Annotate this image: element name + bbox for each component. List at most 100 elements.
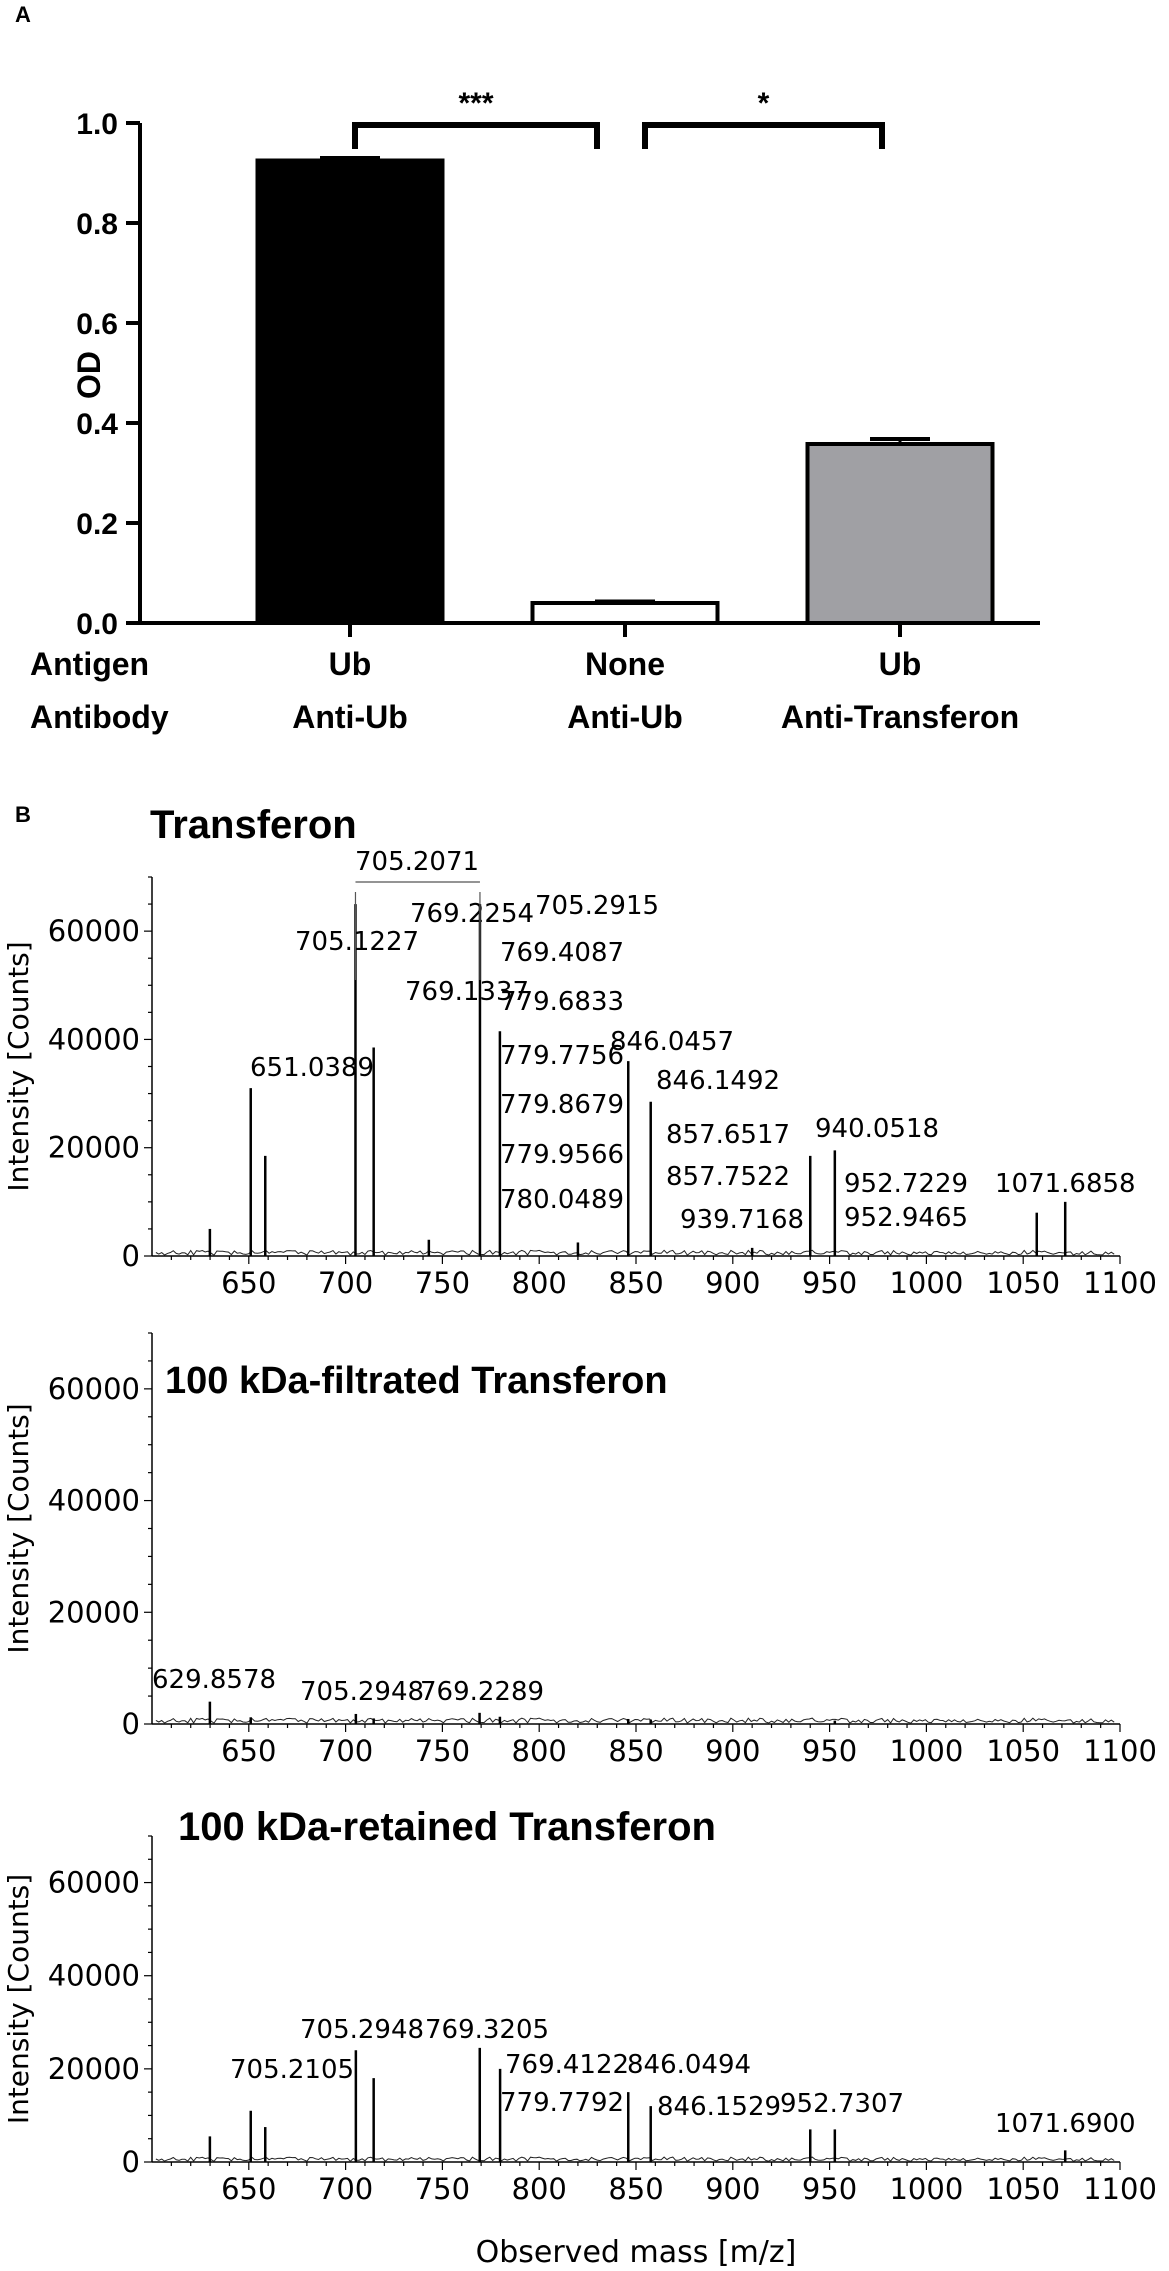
peak-annotation: 952.7229 <box>844 1169 968 1199</box>
antibody-label: Anti-Ub <box>292 699 408 735</box>
significance-bracket <box>642 122 885 149</box>
antigen-row-label: Antigen <box>30 646 149 682</box>
y-tick-label: 60000 <box>48 914 140 948</box>
y-axis-label: Intensity [Counts] <box>2 941 35 1191</box>
x-tick-label: 1050 <box>986 1266 1060 1300</box>
y-tick-label: 1.0 <box>76 108 118 141</box>
significance-brackets: *** * <box>352 87 885 149</box>
significance-label: * <box>758 87 770 120</box>
bar-group <box>255 156 995 625</box>
x-tick-label: 1100 <box>1083 1734 1157 1768</box>
x-tick-label: 1000 <box>889 1734 963 1768</box>
peak-annotation: 769.3205 <box>425 2015 549 2045</box>
peak-annotation: 857.7522 <box>666 1162 790 1192</box>
x-axis-label: Observed mass [m/z] <box>476 2235 797 2270</box>
y-tick-label: 0 <box>122 1707 140 1741</box>
peak-annotation: 769.1337 <box>405 977 529 1007</box>
x-tick-label: 900 <box>705 2172 760 2206</box>
y-tick-label: 0.4 <box>76 408 118 441</box>
bar <box>805 442 995 625</box>
antigen-label: Ub <box>879 646 922 682</box>
x-tick-label: 850 <box>608 1734 663 1768</box>
y-axis-label: Intensity [Counts] <box>2 1874 35 2124</box>
antibody-row-label: Antibody <box>30 699 169 735</box>
peak-annotation: 846.1529 <box>657 2092 781 2122</box>
peak-annotation: 940.0518 <box>815 1114 939 1144</box>
peak-annotation: 769.4087 <box>500 938 624 968</box>
y-tick-label: 40000 <box>48 1959 140 1993</box>
peak-annotation: 705.2948 <box>300 2015 424 2045</box>
spectrum-transferon: 650 700 750 800 850 900 950 1000 1050 1100 0 20000 4… <box>2 803 1157 1300</box>
peak-annotation: 779.6833 <box>500 987 624 1017</box>
peak-annotation: 1071.6858 <box>995 1169 1136 1199</box>
panel-b-label: B <box>15 802 31 827</box>
annotation-leader <box>354 892 481 980</box>
x-tick-label: 800 <box>512 1266 567 1300</box>
spectrum-title: 100 kDa-filtrated Transferon <box>165 1360 668 1402</box>
peak-annotation: 705.2105 <box>230 2055 354 2085</box>
peak-annotation: 1071.6900 <box>995 2109 1136 2139</box>
peak-annotation: 779.7756 <box>500 1041 624 1071</box>
panel-a-label: A <box>15 2 31 27</box>
bar-chart-axes: 0.0 0.2 0.4 0.6 0.8 1.0 <box>76 108 1040 641</box>
peak-annotation: 779.8679 <box>500 1090 624 1120</box>
antibody-label: Anti-Ub <box>567 699 683 735</box>
x-tick-label: 850 <box>608 1266 663 1300</box>
y-tick-label: 0.6 <box>76 308 118 341</box>
peak-annotation: 705.1227 <box>295 927 419 957</box>
y-tick-label: 60000 <box>48 1866 140 1900</box>
antigen-label: Ub <box>329 646 372 682</box>
peak-annotation: 779.7792 <box>500 2088 624 2118</box>
peak-annotation: 769.2254 <box>410 899 534 929</box>
spectrum-filtrated-transferon: 650 700 750 800 850 900 950 1000 1050 1100 0 20000 4… <box>2 1332 1157 1768</box>
y-axis-label: Intensity [Counts] <box>2 1403 35 1653</box>
x-tick-label: 750 <box>415 1266 470 1300</box>
peak-annotation: 769.4122 <box>505 2050 629 2080</box>
x-tick-label: 900 <box>705 1734 760 1768</box>
peak-annotation: 769.2289 <box>420 1677 544 1707</box>
y-tick-label: 20000 <box>48 2052 140 2086</box>
x-tick-label: 800 <box>512 1734 567 1768</box>
x-tick-label: 700 <box>318 1734 373 1768</box>
x-tick-label: 650 <box>221 1734 276 1768</box>
y-tick-label: 0.2 <box>76 508 118 541</box>
x-tick-label: 1100 <box>1083 2172 1157 2206</box>
x-tick-label: 650 <box>221 2172 276 2206</box>
spectrum-title: Transferon <box>150 803 357 847</box>
baseline-noise <box>155 1249 1115 1256</box>
peak-annotation: 939.7168 <box>680 1205 804 1235</box>
peak-annotation: 846.1492 <box>656 1066 780 1096</box>
x-tick-label: 750 <box>415 2172 470 2206</box>
x-tick-label: 1000 <box>889 2172 963 2206</box>
y-tick-label: 20000 <box>48 1131 140 1165</box>
x-tick-label: 1000 <box>889 1266 963 1300</box>
peak-annotation: 629.8578 <box>152 1665 276 1695</box>
x-tick-label: 950 <box>802 1734 857 1768</box>
peak-annotation: 857.6517 <box>666 1120 790 1150</box>
y-tick-label: 0.8 <box>76 208 118 241</box>
peak-annotation: 705.2948 <box>300 1677 424 1707</box>
x-tick-label: 950 <box>802 2172 857 2206</box>
x-tick-label: 850 <box>608 2172 663 2206</box>
peak-annotation: 952.9465 <box>844 1203 968 1233</box>
antibody-label: Anti-Transferon <box>781 699 1019 735</box>
y-tick-label: 40000 <box>48 1484 140 1518</box>
peak-annotation: 846.0457 <box>610 1027 734 1057</box>
category-labels: Ub Anti-Ub None Anti-Ub Ub Anti-Transferon <box>292 646 1019 735</box>
y-tick-label: 0 <box>122 2145 140 2179</box>
x-tick-label: 1100 <box>1083 1266 1157 1300</box>
baseline-noise <box>155 1717 1115 1724</box>
bar <box>530 601 720 625</box>
peak-annotation: 952.7307 <box>780 2089 904 2119</box>
y-tick-label: 60000 <box>48 1372 140 1406</box>
x-tick-label: 650 <box>221 1266 276 1300</box>
x-tick-label: 900 <box>705 1266 760 1300</box>
peak-annotation: 846.0494 <box>627 2050 751 2080</box>
peak-annotation: 705.2071 <box>355 847 479 877</box>
y-tick-label: 0 <box>122 1239 140 1273</box>
x-tick-label: 700 <box>318 2172 373 2206</box>
x-tick-label: 1050 <box>986 2172 1060 2206</box>
x-tick-label: 1050 <box>986 1734 1060 1768</box>
x-tick-label: 750 <box>415 1734 470 1768</box>
